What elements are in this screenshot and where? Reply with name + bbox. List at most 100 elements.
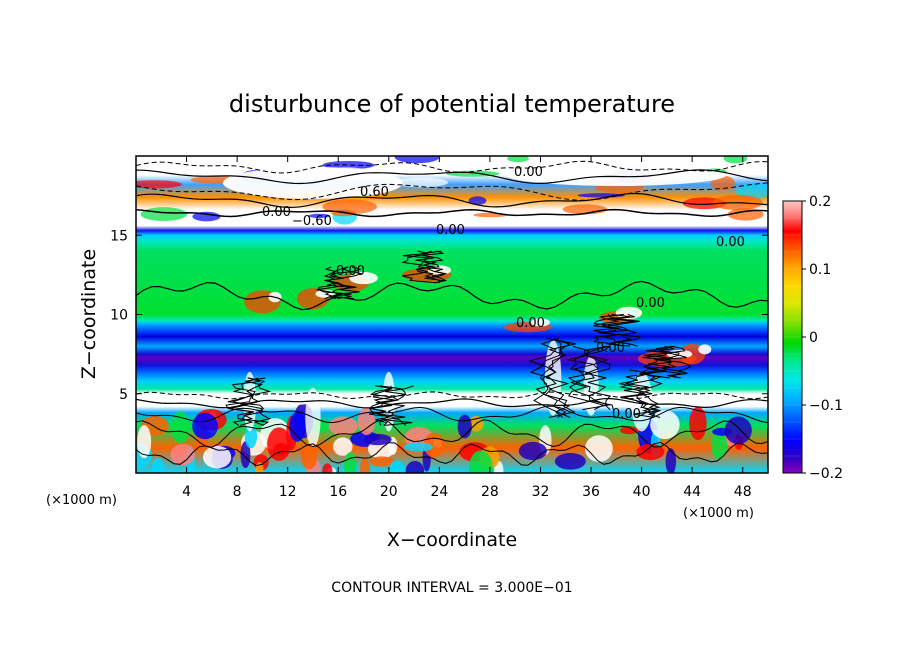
field-cell	[620, 426, 639, 435]
field-cell	[665, 448, 677, 473]
x-tick-label: 40	[633, 484, 651, 500]
contour-label: 0.00	[514, 165, 543, 180]
colorbar-tick-label: −0.1	[809, 398, 843, 414]
field-cell	[363, 433, 392, 446]
y-tick-label: 10	[110, 308, 128, 324]
y-axis-label: Z−coordinate	[78, 249, 100, 379]
y-tick-label: 5	[119, 387, 128, 403]
contour-line	[316, 266, 362, 300]
contour-line	[136, 208, 768, 218]
heatmap-field	[136, 156, 768, 473]
contour-line	[542, 337, 571, 418]
contour-line	[529, 337, 576, 418]
x-tick-label: 32	[532, 484, 550, 500]
contour-line	[136, 160, 768, 174]
field-cell	[344, 452, 357, 473]
field-cell	[137, 425, 152, 459]
field-cell	[636, 443, 665, 461]
x-tick-label: 24	[430, 484, 448, 500]
contour-line	[136, 169, 768, 185]
contour-line	[136, 405, 768, 424]
contour-label: 0.00	[336, 264, 365, 279]
contour-line	[642, 345, 687, 379]
contour-line	[624, 369, 663, 418]
x-tick-label: 12	[279, 484, 297, 500]
contour-line	[619, 369, 661, 418]
contour-line	[227, 377, 272, 426]
colorbar-tick-label: 0.2	[809, 194, 831, 210]
chart-title: disturbunce of potential temperature	[229, 90, 675, 118]
y-axis-unit: (×1000 m)	[46, 493, 117, 508]
colorbar-tick-label: −0.2	[809, 466, 843, 482]
contour-line	[136, 441, 768, 467]
field-cell	[724, 416, 752, 445]
contour-line	[567, 345, 612, 410]
contour-line	[369, 385, 413, 426]
field-cell	[403, 442, 433, 452]
x-tick-label: 20	[380, 484, 398, 500]
colorbar: 0.2 0.1 0 −0.1 −0.2	[782, 194, 843, 482]
field-cell	[289, 411, 306, 442]
field-cell	[192, 412, 218, 440]
contour-line	[593, 314, 638, 347]
y-axis-ticks: 5 10 15	[110, 228, 768, 403]
contour-line	[136, 192, 768, 209]
contour-line	[372, 385, 405, 426]
field-cell	[267, 427, 291, 461]
field-cell	[554, 452, 586, 470]
field-cell	[369, 456, 395, 467]
field-cell	[650, 410, 680, 440]
contour-label: 0.00	[636, 296, 665, 311]
contour-line	[402, 250, 448, 284]
contour-label: 0.60	[360, 185, 389, 200]
y-tick-label: 15	[110, 228, 128, 244]
contour-line	[643, 345, 681, 379]
contour-interval-note: CONTOUR INTERVAL = 3.000E−01	[331, 580, 572, 596]
contour-line	[402, 250, 444, 284]
field-cell	[171, 411, 190, 444]
field-cell	[151, 457, 165, 473]
x-tick-label: 48	[734, 484, 752, 500]
contour-label: 0.00	[716, 235, 745, 250]
colorbar-ticks: 0.2 0.1 0 −0.1 −0.2	[802, 194, 843, 482]
field-cell	[328, 416, 358, 436]
x-tick-label: 44	[683, 484, 701, 500]
x-axis-label: X−coordinate	[387, 529, 517, 551]
field-cell	[389, 460, 404, 473]
contour-line	[369, 385, 407, 426]
contour-line	[568, 345, 614, 410]
contour-line	[568, 345, 611, 411]
contour-label: 0.00	[612, 407, 641, 422]
field-cell	[518, 441, 547, 461]
field-cell	[405, 460, 425, 473]
colorbar-tick-label: 0.1	[809, 262, 831, 278]
field-cell	[711, 431, 728, 460]
contour-label: −0.60	[292, 214, 332, 229]
field-cell	[333, 437, 353, 456]
field-cell	[170, 443, 196, 466]
x-axis-unit: (×1000 m)	[683, 506, 754, 521]
contour-label: 0.00	[516, 316, 545, 331]
colorbar-tick-label: 0	[809, 330, 818, 346]
field-cell	[322, 463, 333, 473]
x-tick-label: 4	[182, 484, 191, 500]
field-cell	[584, 435, 613, 463]
contour-line	[620, 369, 667, 418]
contour-labels: 0.000.600.00−0.600.000.000.000.000.000.0…	[262, 165, 745, 422]
x-tick-label: 16	[329, 484, 347, 500]
contour-line	[136, 397, 768, 409]
field-cell	[203, 445, 232, 469]
contour-line	[136, 280, 768, 311]
x-tick-label: 8	[233, 484, 242, 500]
x-tick-label: 28	[481, 484, 499, 500]
contour-line	[229, 377, 272, 426]
field-cell	[359, 457, 370, 473]
field-cell	[300, 443, 318, 470]
contour-label: 0.00	[436, 223, 465, 238]
contour-line	[533, 337, 576, 418]
contour-line	[592, 314, 640, 347]
field-cell	[244, 424, 258, 449]
contour-line	[136, 391, 768, 400]
contour-line	[593, 314, 632, 347]
